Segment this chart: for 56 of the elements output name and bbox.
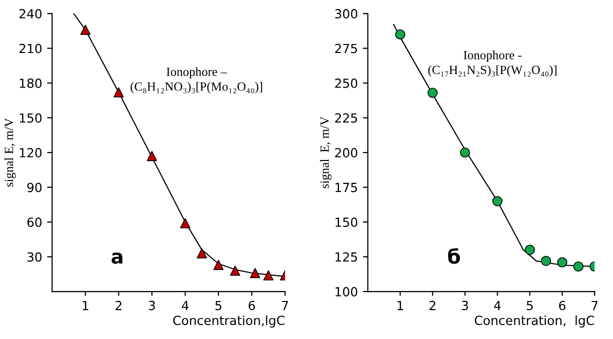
y-tick-label: 150 xyxy=(20,113,42,123)
annotation: б xyxy=(448,248,460,264)
y-tick-label: 225 xyxy=(335,113,357,123)
point xyxy=(492,196,502,206)
x-tick-label: 2 xyxy=(116,300,122,310)
y-tick-label: 150 xyxy=(336,218,358,227)
point xyxy=(395,29,406,40)
y-tick-label: 240 xyxy=(19,9,42,18)
y-tick-label: 30 xyxy=(27,252,42,262)
point xyxy=(524,244,535,255)
annotation: a xyxy=(112,252,122,264)
point xyxy=(250,268,260,278)
y-tick-label: 300 xyxy=(335,9,358,18)
y-tick-label: 90 xyxy=(27,182,42,192)
x-tick-label: 5 xyxy=(526,300,533,310)
y-axis-title: signal E, m/V xyxy=(4,118,16,187)
point xyxy=(428,88,438,98)
x-tick-label: 4 xyxy=(494,300,501,310)
x-tick-label: 2 xyxy=(430,300,436,310)
y-tick-label: 100 xyxy=(336,287,358,296)
point xyxy=(80,24,90,35)
point xyxy=(180,218,190,228)
point xyxy=(196,248,207,258)
y-tick-label: 125 xyxy=(336,252,357,262)
x-tick-label: 3 xyxy=(462,300,468,310)
point xyxy=(213,260,224,270)
y-tick-label: 120 xyxy=(20,148,42,158)
x-tick-label: 3 xyxy=(148,300,155,310)
x-tick-label: 5 xyxy=(215,300,222,310)
point xyxy=(540,256,552,266)
y-axis-title: signal E, m/V xyxy=(320,116,332,188)
point xyxy=(230,266,240,276)
x-tick-label: 1 xyxy=(398,300,404,310)
x-axis-title: Concentration,lgC xyxy=(173,315,284,328)
y-tick-label: 275 xyxy=(335,44,357,54)
point xyxy=(146,150,158,162)
x-tick-label: 6 xyxy=(248,300,255,310)
point xyxy=(573,261,584,272)
y-tick-label: 60 xyxy=(27,218,42,227)
x-axis-title: Concentration, lgC xyxy=(474,315,594,328)
y-tick-label: 210 xyxy=(19,44,42,54)
x-tick-label: 7 xyxy=(592,300,598,310)
point xyxy=(263,270,274,280)
x-tick-label: 4 xyxy=(182,300,188,310)
y-tick-label: 200 xyxy=(335,148,358,158)
annotation: Ionophore – (C₈H₁₂NO₃)₃[P(Mo₁₂O₄₀)] xyxy=(130,67,262,94)
x-tick-label: 6 xyxy=(559,300,566,310)
point xyxy=(557,257,568,268)
point xyxy=(460,147,470,158)
point xyxy=(114,87,124,98)
y-tick-label: 175 xyxy=(336,182,357,192)
x-tick-label: 7 xyxy=(282,300,288,310)
annotation: Ionophore - (C₁₇H₂₁N₂S)₃[P(W₁₂O₄₀)] xyxy=(428,50,556,77)
y-tick-label: 250 xyxy=(335,78,358,88)
x-tick-label: 1 xyxy=(82,300,88,310)
y-tick-label: 180 xyxy=(20,78,42,88)
